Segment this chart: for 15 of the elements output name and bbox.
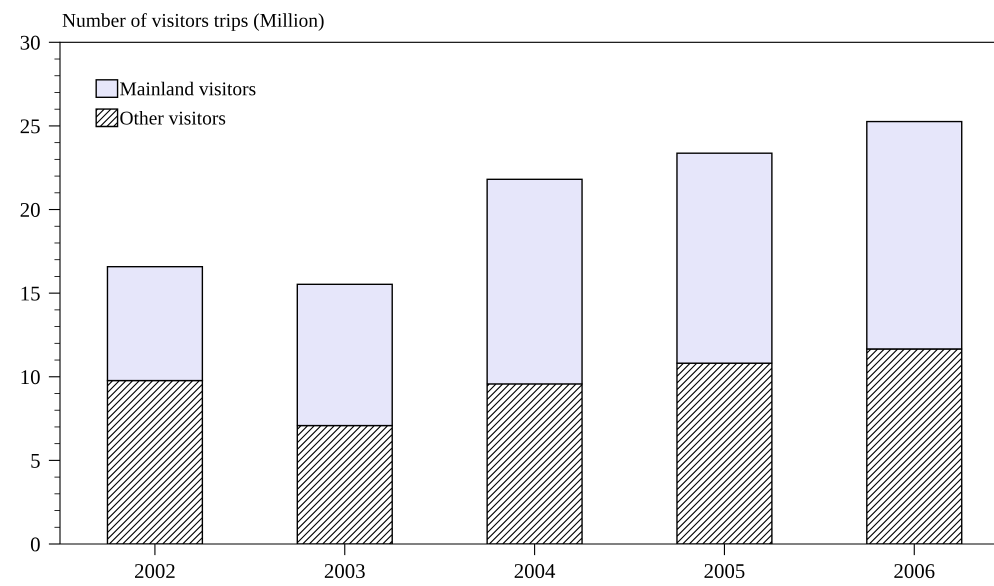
- legend-label: Other visitors: [120, 110, 226, 125]
- y-tick-label: 10: [22, 370, 40, 384]
- y-tick-label: 0: [30, 537, 40, 552]
- y-tick-label: 25: [20, 119, 40, 134]
- x-tick-label: 2002: [135, 564, 175, 578]
- y-tick-label: 15: [22, 286, 40, 301]
- legend-label: Mainland visitors: [120, 82, 256, 96]
- y-tick-label: 30: [20, 36, 40, 50]
- y-tick-label: 5: [31, 454, 40, 468]
- x-tick-label: 2006: [894, 564, 934, 578]
- x-tick-label: 2005: [704, 564, 744, 578]
- x-tick-label: 2003: [324, 564, 365, 578]
- y-axis-title: Number of visitors trips (Million): [62, 13, 324, 31]
- y-tick-label: 20: [20, 202, 40, 217]
- x-tick-label: 2004: [514, 564, 556, 578]
